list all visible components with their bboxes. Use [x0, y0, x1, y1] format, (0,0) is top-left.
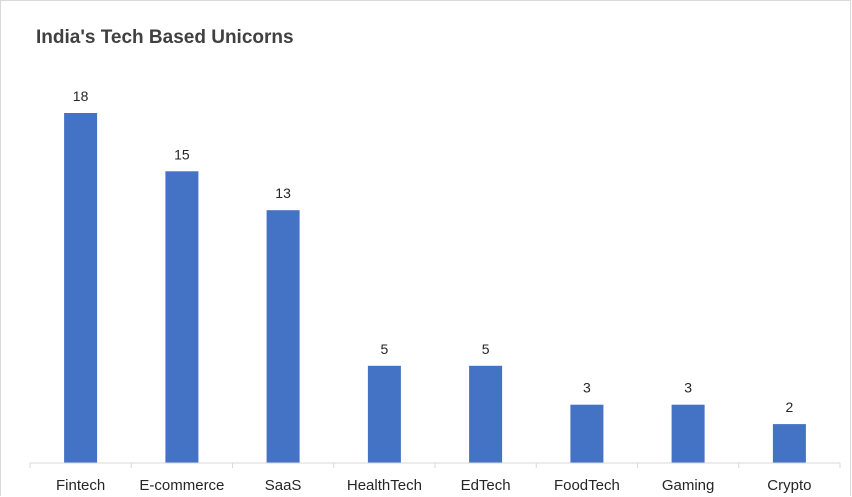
category-label-e-commerce: E-commerce: [139, 477, 224, 494]
x-axis-ticks: [29, 463, 841, 468]
category-label-fintech: Fintech: [56, 477, 105, 494]
category-label-foodtech: FoodTech: [554, 477, 620, 494]
category-label-crypto: Crypto: [767, 477, 811, 494]
bar-healthtech: [367, 365, 401, 463]
data-label-e-commerce: 15: [174, 146, 190, 162]
data-label-healthtech: 5: [381, 341, 389, 357]
bar-gaming: [671, 404, 705, 463]
data-label-foodtech: 3: [583, 380, 591, 396]
category-label-gaming: Gaming: [662, 477, 715, 494]
chart-title: India's Tech Based Unicorns: [36, 27, 294, 48]
bar-edtech: [469, 365, 503, 463]
data-labels: 18 15 13 5 5 3 3 2: [73, 88, 794, 415]
category-label-edtech: EdTech: [461, 477, 511, 494]
category-label-saas: SaaS: [265, 477, 302, 494]
category-label-healthtech: HealthTech: [347, 477, 422, 494]
bar-saas: [266, 210, 300, 463]
x-axis-tick-labels: Fintech E-commerce SaaS HealthTech EdTech Foo…: [56, 477, 811, 494]
data-label-gaming: 3: [684, 380, 692, 396]
data-label-crypto: 2: [786, 399, 794, 415]
bars-layer: [64, 113, 806, 464]
data-label-fintech: 18: [73, 88, 89, 104]
data-label-edtech: 5: [482, 341, 490, 357]
data-label-saas: 13: [275, 185, 291, 201]
bar-crypto: [772, 424, 806, 463]
bar-e-commerce: [165, 171, 199, 464]
bar-fintech: [64, 113, 98, 463]
bar-foodtech: [570, 404, 604, 463]
